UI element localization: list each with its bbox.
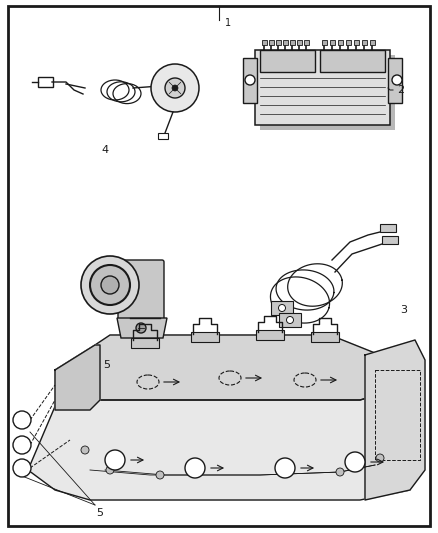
Polygon shape: [55, 345, 100, 410]
Circle shape: [13, 411, 31, 429]
Circle shape: [286, 317, 293, 324]
FancyBboxPatch shape: [118, 260, 164, 320]
Circle shape: [13, 436, 31, 454]
Circle shape: [345, 452, 365, 472]
Bar: [361, 40, 367, 45]
Circle shape: [376, 454, 384, 462]
Circle shape: [136, 323, 146, 333]
Text: 4: 4: [102, 145, 109, 155]
Bar: [353, 40, 358, 45]
FancyBboxPatch shape: [158, 133, 168, 139]
Polygon shape: [28, 378, 410, 500]
Circle shape: [151, 64, 199, 112]
Bar: [276, 40, 280, 45]
Bar: [268, 40, 273, 45]
Circle shape: [156, 471, 164, 479]
Bar: [321, 40, 326, 45]
Ellipse shape: [90, 265, 130, 305]
Circle shape: [392, 75, 402, 85]
Bar: [191, 332, 219, 342]
Text: 2: 2: [397, 85, 404, 95]
FancyBboxPatch shape: [271, 301, 293, 315]
Bar: [320, 50, 385, 72]
Bar: [370, 40, 374, 45]
Bar: [261, 40, 266, 45]
Circle shape: [245, 75, 255, 85]
Circle shape: [336, 468, 344, 476]
Polygon shape: [365, 340, 425, 500]
Ellipse shape: [101, 276, 119, 294]
Bar: [338, 40, 343, 45]
Bar: [243, 58, 257, 103]
Circle shape: [13, 459, 31, 477]
Circle shape: [172, 85, 178, 91]
Bar: [260, 50, 315, 72]
Polygon shape: [55, 335, 410, 400]
Bar: [256, 330, 284, 340]
Bar: [297, 40, 301, 45]
Text: 5: 5: [103, 360, 110, 370]
Circle shape: [275, 458, 295, 478]
Bar: [346, 40, 350, 45]
Bar: [382, 236, 398, 244]
Text: 3: 3: [400, 305, 407, 315]
Bar: [380, 224, 396, 232]
Bar: [260, 55, 395, 130]
Bar: [290, 40, 294, 45]
Bar: [283, 40, 287, 45]
Bar: [131, 338, 159, 348]
Bar: [304, 40, 308, 45]
Circle shape: [279, 304, 286, 311]
Circle shape: [185, 458, 205, 478]
Polygon shape: [117, 318, 167, 338]
Bar: [388, 58, 402, 103]
Bar: [329, 40, 335, 45]
Circle shape: [165, 78, 185, 98]
Text: 5: 5: [96, 508, 103, 518]
Text: 1: 1: [225, 18, 231, 28]
FancyBboxPatch shape: [38, 77, 53, 86]
Bar: [255, 50, 390, 125]
Circle shape: [105, 450, 125, 470]
Circle shape: [81, 446, 89, 454]
Ellipse shape: [81, 256, 139, 314]
FancyBboxPatch shape: [279, 313, 301, 327]
Circle shape: [106, 466, 114, 474]
Bar: [311, 332, 339, 342]
